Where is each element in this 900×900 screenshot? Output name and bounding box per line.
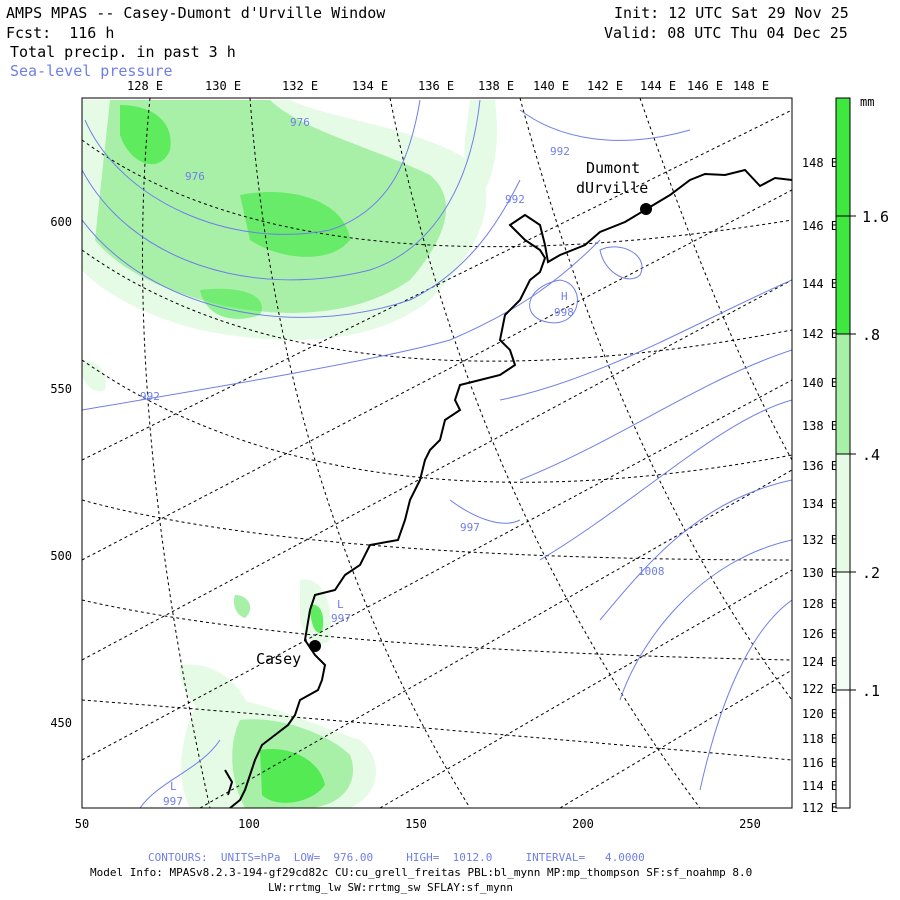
lon-label-top: 128 E (127, 79, 163, 93)
contour-label: 1008 (638, 565, 665, 578)
colorbar-segment (836, 454, 850, 572)
contour-label: 976 (185, 170, 205, 183)
station-marker-casey (309, 640, 321, 652)
lon-label-right: 122 E (802, 682, 838, 696)
lon-label-right: 124 E (802, 655, 838, 669)
y-tick: 500 (50, 549, 72, 563)
colorbar-label: 1.6 (862, 208, 889, 226)
map-frame (81, 97, 793, 809)
contours-info: CONTOURS: UNITS=hPa LOW= 976.00 HIGH= 10… (148, 851, 645, 864)
lon-label-right: 132 E (802, 533, 838, 547)
contour-label: 992 (140, 390, 160, 403)
lon-label-right: 144 E (802, 277, 838, 291)
colorbar-label: .1 (862, 682, 880, 700)
lon-label-right: 114 E (802, 779, 838, 793)
pressure-mark-high: H (561, 290, 568, 303)
lon-label-top: 146 E (687, 79, 723, 93)
colorbar-label: .8 (862, 326, 880, 344)
lon-label-top: 138 E (478, 79, 514, 93)
lon-label-right: 138 E (802, 419, 838, 433)
contour-labels: 976 976 992 992 992 998 997 997 997 1008… (140, 116, 665, 808)
colorbar-segment (836, 690, 850, 808)
y-tick: 600 (50, 215, 72, 229)
lon-label-right: 116 E (802, 756, 838, 770)
model-info-2: LW:rrtmg_lw SW:rrtmg_sw SFLAY:sf_mynn (268, 881, 514, 894)
lon-label-right: 130 E (802, 566, 838, 580)
contour-label: 992 (550, 145, 570, 158)
contour-label: 976 (290, 116, 310, 129)
station-label-dumont: Dumont (586, 159, 640, 177)
lon-label-right: 140 E (802, 376, 838, 390)
lon-label-top: 142 E (587, 79, 623, 93)
station-label-casey: Casey (256, 650, 301, 668)
pressure-mark-low: L (337, 598, 344, 611)
x-tick: 50 (75, 817, 89, 831)
station-marker-dumont (640, 203, 652, 215)
coastline (224, 168, 792, 808)
lon-label-right: 118 E (802, 732, 838, 746)
lon-label-right: 142 E (802, 327, 838, 341)
lon-label-top: 148 E (733, 79, 769, 93)
lon-label-right: 128 E (802, 597, 838, 611)
lon-label-right: 126 E (802, 627, 838, 641)
precip-field (82, 100, 497, 808)
lon-label-right: 136 E (802, 459, 838, 473)
field-name: Total precip. in past 3 h (10, 43, 236, 61)
lon-label-top: 132 E (282, 79, 318, 93)
colorbar-segment (836, 98, 850, 216)
colorbar-segment (836, 572, 850, 690)
isobars (82, 99, 792, 808)
lon-label-top: 140 E (533, 79, 569, 93)
colorbar-label: .2 (862, 564, 880, 582)
y-tick: 550 (50, 382, 72, 396)
lon-label-right: 134 E (802, 497, 838, 511)
contour-label: 997 (163, 795, 183, 808)
contour-label: 992 (505, 193, 525, 206)
lon-label-top: 136 E (418, 79, 454, 93)
colorbar: mm 1.6 .8 .4 .2 .1 (835, 95, 889, 809)
lon-label-right: 112 E (802, 801, 838, 815)
x-tick: 150 (405, 817, 427, 831)
lon-label-right: 120 E (802, 707, 838, 721)
x-tick: 100 (238, 817, 260, 831)
colorbar-label: .4 (862, 446, 880, 464)
lon-label-right: 146 E (802, 219, 838, 233)
overlay-name: Sea-level pressure (10, 62, 173, 80)
model-info: Model Info: MPASv8.2.3-194-gf29cd82c CU:… (90, 866, 753, 879)
forecast-hour: Fcst: 116 h (6, 24, 115, 42)
init-time: Init: 12 UTC Sat 29 Nov 25 (614, 4, 849, 22)
x-tick: 200 (572, 817, 594, 831)
station-label-durville: dUrville (576, 179, 648, 197)
lon-label-top: 144 E (640, 79, 676, 93)
contour-label: 997 (331, 612, 351, 625)
graticule (82, 98, 792, 808)
lon-label-top: 134 E (352, 79, 388, 93)
valid-time: Valid: 08 UTC Thu 04 Dec 25 (604, 24, 848, 42)
lon-label-right: 148 E (802, 156, 838, 170)
right-lon-labels: 148 E 146 E 144 E 142 E 140 E 138 E 136 … (802, 156, 838, 815)
lon-label-top: 130 E (205, 79, 241, 93)
colorbar-segment (836, 216, 850, 334)
y-tick: 450 (50, 716, 72, 730)
y-axis-ticks: 600 550 500 450 (50, 215, 72, 730)
pressure-mark-low: L (170, 780, 177, 793)
top-lon-labels: 128 E 130 E 132 E 134 E 136 E 138 E 140 … (127, 79, 769, 93)
x-axis-ticks: 50 100 150 200 250 (75, 817, 761, 831)
colorbar-unit: mm (860, 95, 874, 109)
colorbar-segment (836, 334, 850, 454)
contour-label: 998 (554, 306, 574, 319)
map-title: AMPS MPAS -- Casey-Dumont d'Urville Wind… (6, 4, 386, 22)
contour-label: 997 (460, 521, 480, 534)
x-tick: 250 (739, 817, 761, 831)
